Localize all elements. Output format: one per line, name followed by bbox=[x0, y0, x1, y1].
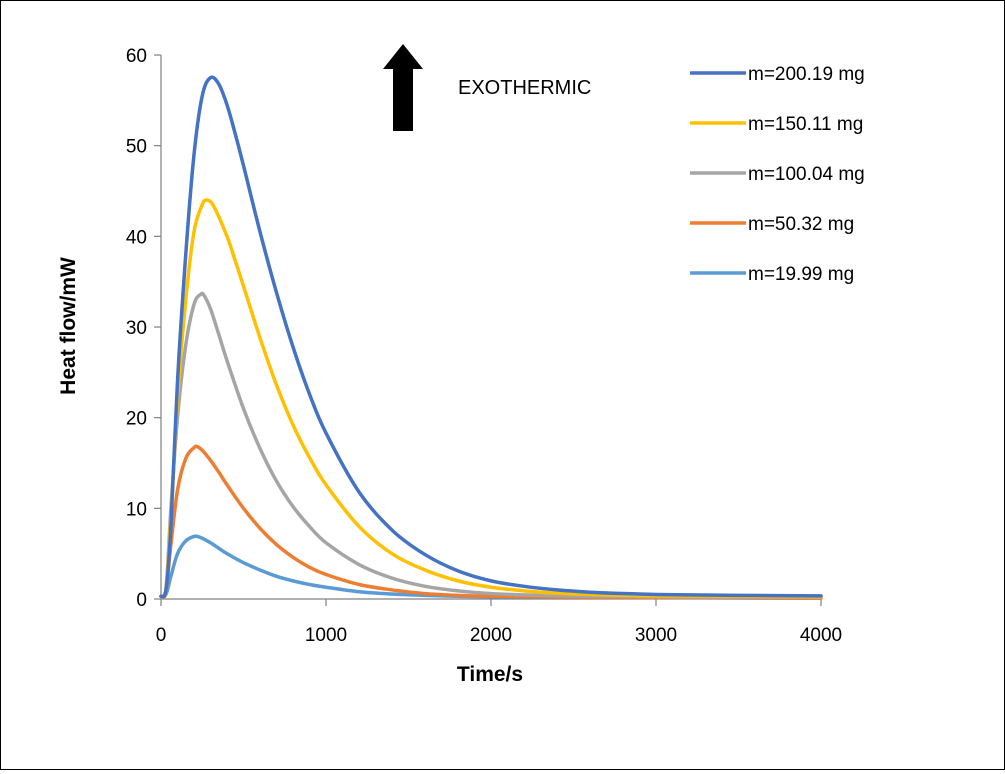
y-tick-label: 50 bbox=[126, 137, 147, 158]
legend-item: m=50.32 mg bbox=[690, 214, 854, 235]
series-line-m-100-04-mg bbox=[159, 291, 823, 600]
series-line-m-200-19-mg bbox=[159, 75, 823, 599]
y-tick-label: 20 bbox=[126, 409, 147, 430]
series-layer bbox=[159, 75, 823, 600]
legend-label: m=100.04 mg bbox=[748, 164, 865, 185]
x-tick-label: 4000 bbox=[800, 625, 842, 646]
x-axis-title: Time/s bbox=[457, 663, 523, 686]
legend-label: m=200.19 mg bbox=[748, 64, 865, 85]
y-tick-label: 0 bbox=[136, 590, 147, 611]
x-ticks: 0 1000 2000 3000 4000 bbox=[156, 599, 842, 646]
legend-item: m=100.04 mg bbox=[690, 164, 865, 185]
y-ticks: 0 10 20 30 40 50 60 bbox=[126, 46, 161, 611]
x-tick-label: 3000 bbox=[635, 625, 677, 646]
legend-label: m=50.32 mg bbox=[748, 214, 854, 235]
y-axis-title: Heat flow/mW bbox=[57, 257, 80, 395]
y-tick-label: 30 bbox=[126, 318, 147, 339]
exothermic-label: EXOTHERMIC bbox=[458, 77, 591, 99]
y-tick-label: 40 bbox=[126, 227, 147, 248]
axes bbox=[160, 55, 821, 600]
series-line-m-50-32-mg bbox=[159, 444, 823, 600]
legend-item: m=19.99 mg bbox=[690, 264, 854, 285]
legend-item: m=150.11 mg bbox=[690, 114, 863, 135]
legend: m=200.19 mg m=150.11 mg m=100.04 mg m=50.32… bbox=[690, 64, 865, 285]
legend-label: m=150.11 mg bbox=[748, 114, 863, 135]
up-arrow-icon bbox=[383, 44, 423, 131]
y-tick-label: 10 bbox=[126, 499, 147, 520]
series-line-m-150-11-mg bbox=[159, 198, 823, 600]
x-tick-label: 1000 bbox=[305, 625, 347, 646]
x-tick-label: 0 bbox=[156, 625, 167, 646]
y-tick-label: 60 bbox=[126, 46, 147, 67]
x-tick-label: 2000 bbox=[470, 625, 512, 646]
legend-item: m=200.19 mg bbox=[690, 64, 865, 85]
legend-label: m=19.99 mg bbox=[748, 264, 854, 285]
